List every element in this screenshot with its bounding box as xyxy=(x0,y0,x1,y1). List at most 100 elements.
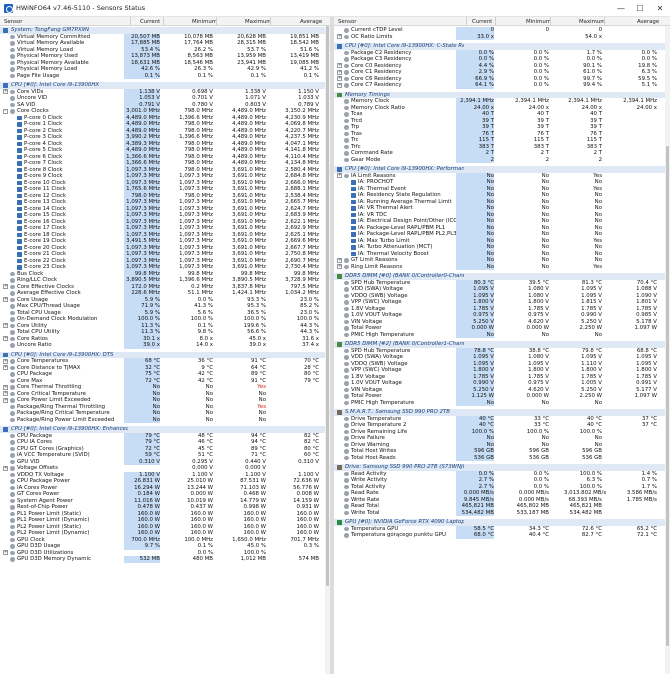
expand-icon[interactable]: + xyxy=(3,365,8,370)
sensor-row[interactable]: Total CPU Usage 5.9 % 5.6 % 36.5 % 23.0 % xyxy=(0,309,330,316)
sensor-row[interactable]: Total Host Writes 596 GB 596 GB 596 GB xyxy=(334,448,670,455)
sensor-row[interactable]: Physical Memory Used 13,873 MB 8,563 MB 13,… xyxy=(0,53,330,60)
sensor-row[interactable]: + Ring Limit Reasons No No Yes xyxy=(334,263,670,270)
sensor-row[interactable]: PMIC High Temperature No No No xyxy=(334,399,670,406)
sensor-row[interactable]: CPU GT Cores (Graphics) 72 °C 45 °C 89 °C 80… xyxy=(0,445,330,452)
sensor-row[interactable]: Package/Ring Thermal Throttling No No Yes xyxy=(0,403,330,410)
sensor-row[interactable]: P-core 3 Clock 3,990.2 MHz 1,396.6 MHz 4,48… xyxy=(0,134,330,141)
sensor-row[interactable]: E-core 13 Clock 1,097.3 MHz 1,097.3 MHz 3,6… xyxy=(0,199,330,206)
sensor-row[interactable]: Virtual Memory Load 53.4 % 26.2 % 53.7 % 51.… xyxy=(0,46,330,53)
sensor-row[interactable]: E-core 9 Clock 1,097.3 MHz 1,097.3 MHz 3,69… xyxy=(0,173,330,180)
sensor-row[interactable]: + Core C1 Residency 2.9 % 0.0 % 61.0 % 6.3 % xyxy=(334,69,670,76)
sensor-row[interactable]: Package C3 Residency 0.0 % 0.0 % 0.0 % 0.0 % xyxy=(334,56,670,63)
sensor-row[interactable]: Read Activity 0.0 % 0.0 % 100.0 % 1.4 % xyxy=(334,470,670,477)
sensor-row[interactable]: VDDQ (SWB) Voltage 1.095 V 1.080 V 1.095 V 1… xyxy=(334,292,670,299)
expand-icon[interactable]: + xyxy=(3,89,8,94)
sensor-row[interactable]: Rest-of-Chip Power 0.478 W 0.437 W 0.998 W 0… xyxy=(0,504,330,511)
column-current[interactable]: Current xyxy=(140,19,161,25)
sensor-row[interactable]: + IA Limit Reasons No No Yes xyxy=(334,172,670,179)
expand-icon[interactable]: + xyxy=(3,336,8,341)
sensor-row[interactable]: GPU D3D Usage 9.7 % 0.1 % 45.0 % 0.3 % xyxy=(0,543,330,550)
sensor-row[interactable]: + Core Distance to TjMAX 32 °C 9 °C 64 °C 28 … xyxy=(0,364,330,371)
sensor-row[interactable]: Drive Warning No No No xyxy=(334,441,670,448)
sensor-group-header[interactable]: CPU [#0]: Intel Core i9-13900HX: DTS xyxy=(0,351,330,358)
sensor-row[interactable]: IA Cores Power 16.294 W 13.244 W 71.103 W 56… xyxy=(0,484,330,491)
sensor-row[interactable]: PL1 Power Limit (Static) 160.0 W 160.0 W 16… xyxy=(0,510,330,517)
sensor-row[interactable]: PMIC High Temperature No No No xyxy=(334,331,670,338)
sensor-row[interactable]: Tras 76 T 76 T 76 T xyxy=(334,130,670,137)
sensor-row[interactable]: 1.8V Voltage 1.785 V 1.785 V 1.785 V 1.785 V xyxy=(334,373,670,380)
sensor-row[interactable]: IA: Turbo Attenuation (MCT) No No No xyxy=(334,244,670,251)
sensor-row[interactable]: + GPU D3D Utilizations 0.0 % 100.0 % xyxy=(0,550,330,557)
expand-icon[interactable]: + xyxy=(3,391,8,396)
sensor-row[interactable]: GPU Clock 700.0 MHz 100.0 MHz 1,650.0 MHz 70… xyxy=(0,536,330,543)
sensor-row[interactable]: E-core 22 Clock 1,097.3 MHz 1,097.3 MHz 3,6… xyxy=(0,257,330,264)
sensor-row[interactable]: SPD Hub Temperature 80.3 °C 39.5 °C 81.3 °C… xyxy=(334,279,670,286)
sensor-row[interactable]: Physical Memory Available 18,631 MB 18,546… xyxy=(0,59,330,66)
sensor-row[interactable]: Read Rate 0.000 MB/s 0.000 MB/s 3,013.802 M… xyxy=(334,490,670,497)
sensor-row[interactable]: Uncore Ratio 39.0 x 14.0 x 39.0 x 37.4 x xyxy=(0,342,330,349)
sensor-row[interactable]: VPP (SWC) Voltage 1.800 V 1.800 V 1.815 V 1.… xyxy=(334,299,670,306)
sensor-row[interactable]: On-Demand Clock Modulation 100.0 % 100.0 %… xyxy=(0,316,330,323)
collapse-icon[interactable]: - xyxy=(3,108,8,114)
expand-icon[interactable]: + xyxy=(337,257,342,263)
expand-icon[interactable]: + xyxy=(337,82,342,88)
sensor-group-header[interactable]: GPU [#0]: NVIDIA GeForce RTX 4090 Laptop… xyxy=(334,519,670,526)
sensor-row[interactable]: Drive Remaining Life 100.0 % 100.0 % 100.0 … xyxy=(334,428,670,435)
sensor-row[interactable]: + Core C6 Residency 66.9 % 0.0 % 99.7 % 59.5 … xyxy=(334,75,670,82)
maximize-button[interactable]: ☐ xyxy=(636,4,644,13)
sensor-row[interactable]: Write Activity 2.7 % 0.0 % 6.3 % 0.7 % xyxy=(334,477,670,484)
sensor-row[interactable]: Ring/LLC Clock 3,890.5 MHz 1,396.6 MHz 3,89… xyxy=(0,277,330,284)
sensor-row[interactable]: P-core 5 Clock 4,489.0 MHz 798.0 MHz 4,489.… xyxy=(0,147,330,154)
sensor-row[interactable]: Virtual Memory Committed 20,507 MB 10,078 … xyxy=(0,33,330,40)
expand-icon[interactable]: + xyxy=(337,173,342,178)
sensor-group-header[interactable]: Memory Timings xyxy=(334,91,670,98)
sensor-row[interactable]: Temperatura GPU 58.5 °C 34.3 °C 72.6 °C 65.2… xyxy=(334,525,670,532)
sensor-row[interactable]: Command Rate 2 T 2 T 2 T xyxy=(334,150,670,157)
sensor-row[interactable]: Memory Clock Ratio 24.00 x 24.00 x 24.00 x 2… xyxy=(334,104,670,111)
sensor-row[interactable]: Current cTDP Level 0 0 0 xyxy=(334,27,670,34)
column-average[interactable]: Average xyxy=(637,19,660,25)
sensor-row[interactable]: + Core Temperatures 68 °C 36 °C 91 °C 70 °C xyxy=(0,358,330,365)
sensor-row[interactable]: E-core 11 Clock 1,765.6 MHz 1,097.3 MHz 3,6… xyxy=(0,186,330,193)
sensor-row[interactable]: Physical Memory Load 42.6 % 26.3 % 42.9 % 41… xyxy=(0,66,330,73)
sensor-row[interactable]: P-core 1 Clock 4,489.0 MHz 798.0 MHz 4,489.… xyxy=(0,121,330,128)
column-sensor[interactable]: Sensor xyxy=(338,19,357,25)
sensor-row[interactable]: + Voltage Offsets 0.000 V 0.000 V xyxy=(0,465,330,472)
sensor-row[interactable]: CPU Package 75 °C 42 °C 89 °C 80 °C xyxy=(0,371,330,378)
sensor-row[interactable]: E-core 17 Clock 1,097.3 MHz 1,097.3 MHz 3,6… xyxy=(0,225,330,232)
minimize-button[interactable]: — xyxy=(617,4,625,13)
sensor-group-header[interactable]: DDR5 DIMM [#2] (BANK 0/Controller1-Chann… xyxy=(334,341,670,348)
sensor-row[interactable]: VIN Voltage 5.250 V 4.620 V 5.250 V 5.177 V xyxy=(334,386,670,393)
column-minimum[interactable]: Minimum xyxy=(526,19,551,25)
sensor-row[interactable]: + OC Ratio Limits 33.0 x 54.0 x xyxy=(334,33,670,40)
sensor-row[interactable]: 1.8V Voltage 1.785 V 1.785 V 1.785 V 1.785 V xyxy=(334,305,670,312)
sensor-row[interactable]: E-core 20 Clock 1,097.3 MHz 1,097.3 MHz 3,6… xyxy=(0,244,330,251)
sensor-row[interactable]: VDDQ TX Voltage 1.100 V 1.100 V 1.100 V 1.10… xyxy=(0,471,330,478)
sensor-group-header[interactable]: S.M.A.R.T.: Samsung SSD 990 PRO 2TB xyxy=(334,409,670,416)
sensor-row[interactable]: VIN Voltage 5.250 V 4.620 V 5.250 V 5.178 V xyxy=(334,318,670,325)
sensor-row[interactable]: Package C2 Residency 0.0 % 0.0 % 1.7 % 0.0 % xyxy=(334,49,670,56)
sensor-row[interactable]: Average Effective Clock 228.6 MHz 51.1 MHz… xyxy=(0,290,330,297)
sensor-row[interactable]: Total Host Reads 536 GB 536 GB 536 GB xyxy=(334,454,670,461)
sensor-row[interactable]: E-core 18 Clock 1,097.3 MHz 1,097.3 MHz 3,6… xyxy=(0,231,330,238)
sensor-row[interactable]: Total CPU Utility 11.3 % 9.8 % 56.6 % 44.3 % xyxy=(0,329,330,336)
expand-icon[interactable]: + xyxy=(3,297,8,302)
sensor-row[interactable]: + Core Power Limit Exceeded No No No xyxy=(0,397,330,404)
sensor-row[interactable]: Drive Temperature 40 °C 33 °C 40 °C 37 °C xyxy=(334,415,670,422)
column-maximum[interactable]: Maximum xyxy=(245,19,272,25)
sensor-row[interactable]: + Core C0 Residency 4.4 % 0.0 % 90.1 % 19.8 % xyxy=(334,62,670,69)
sensor-row[interactable]: E-core 8 Clock 1,097.3 MHz 798.0 MHz 3,691.… xyxy=(0,166,330,173)
expand-icon[interactable]: + xyxy=(3,384,8,390)
sensor-row[interactable]: IA: Package-Level RAPL/PBM PL1 No No No xyxy=(334,224,670,231)
sensor-row[interactable]: IA: Residency State Regulation No No No xyxy=(334,192,670,199)
sensor-row[interactable]: VDD (SWA) Voltage 1.095 V 1.080 V 1.095 V 1.… xyxy=(334,354,670,361)
sensor-row[interactable]: Package/Ring Power Limit Exceeded No No No xyxy=(0,416,330,423)
sensor-row[interactable]: E-core 23 Clock 1,097.3 MHz 1,097.3 MHz 3,6… xyxy=(0,264,330,271)
sensor-row[interactable]: PL2 Power Limit (Static) 160.0 W 160.0 W 16… xyxy=(0,523,330,530)
close-button[interactable]: ✕ xyxy=(656,4,664,13)
sensor-row[interactable]: Trp 39 T 39 T 39 T xyxy=(334,124,670,131)
sensor-row[interactable]: 1.0V VOUT Voltage 0.975 V 0.975 V 0.990 V 0.… xyxy=(334,312,670,319)
sensor-row[interactable]: IA: VR TDC No No No xyxy=(334,211,670,218)
sensor-group-header[interactable]: CPU [#0]: Intel Core i9-13900HX: Perform… xyxy=(334,166,670,173)
